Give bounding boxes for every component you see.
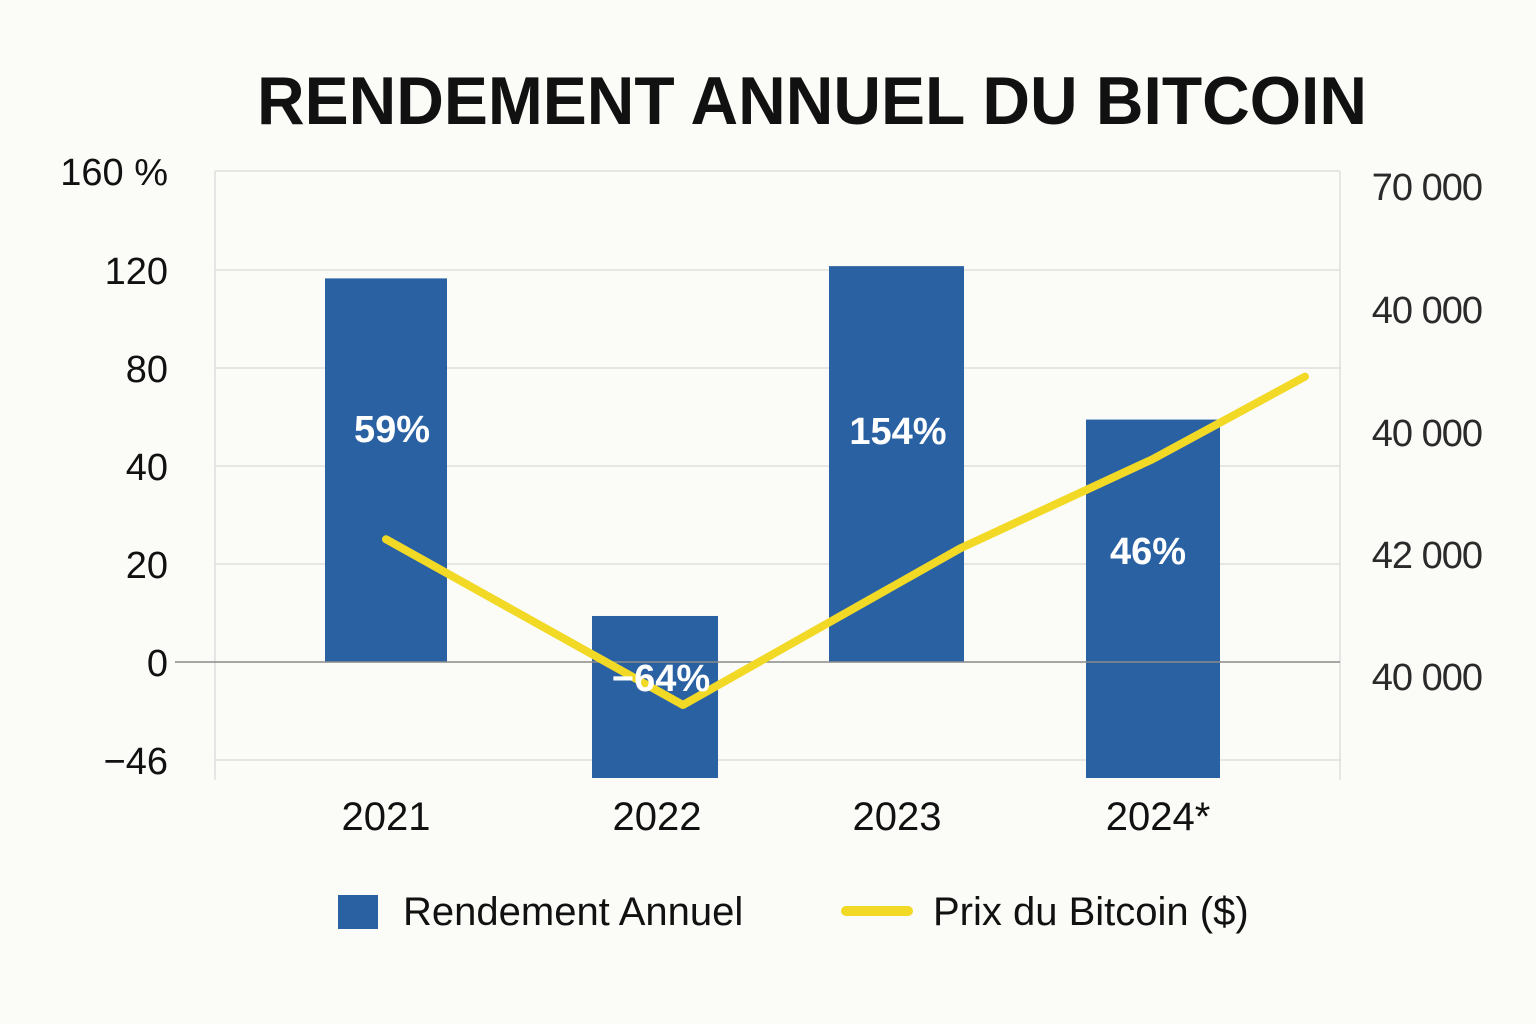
y-right-tick-label: 40 000 [1372, 657, 1482, 699]
bar-series [175, 266, 1340, 778]
x-tick-label: 2023 [853, 795, 942, 839]
bar [325, 278, 447, 662]
legend: Rendement Annuel Prix du Bitcoin ($) [338, 890, 1249, 934]
bar [1086, 419, 1220, 778]
legend-swatch-bar [338, 895, 378, 929]
data-labels: 59% −64% 154% 46% [354, 409, 1186, 700]
bar-data-label: −64% [612, 658, 710, 700]
y-right-tick-label: 40 000 [1372, 413, 1482, 455]
price-line [382, 372, 1309, 709]
y-tick-label: 80 [126, 349, 168, 391]
y-right-tick-label: 42 000 [1372, 535, 1482, 577]
y-tick-label: 40 [126, 447, 168, 489]
bar-data-label: 59% [354, 409, 430, 451]
bar-data-label: 154% [849, 411, 946, 453]
chart-title: RENDEMENT ANNUEL DU BITCOIN [257, 63, 1367, 139]
y-tick-label: 160 % [60, 152, 168, 194]
bar [829, 266, 964, 662]
x-tick-label: 2024* [1106, 795, 1211, 839]
legend-label-bar: Rendement Annuel [403, 890, 743, 934]
y-tick-label: 120 [105, 251, 168, 293]
bar-data-label: 46% [1110, 531, 1186, 573]
y-tick-label: −46 [104, 741, 168, 783]
y-axis-left: 160 % 120 80 40 20 0 −46 [60, 152, 168, 783]
y-axis-right: 70 000 40 000 40 000 42 000 40 000 [1372, 167, 1483, 699]
y-right-tick-label: 40 000 [1372, 290, 1482, 332]
line-series [382, 372, 1309, 709]
x-axis: 2021 2022 2023 2024* [342, 795, 1211, 839]
legend-label-line: Prix du Bitcoin ($) [933, 890, 1249, 934]
x-tick-label: 2022 [613, 795, 702, 839]
y-right-tick-label: 70 000 [1372, 167, 1482, 209]
y-tick-label: 0 [147, 643, 168, 685]
x-tick-label: 2021 [342, 795, 431, 839]
y-tick-label: 20 [126, 545, 168, 587]
